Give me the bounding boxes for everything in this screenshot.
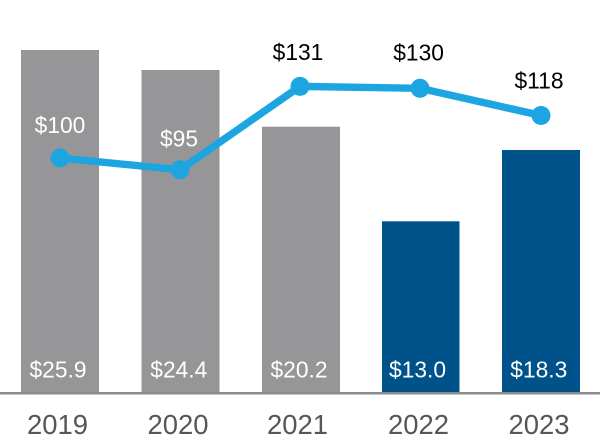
svg-text:2022: 2022 [388, 409, 449, 440]
svg-text:$13.0: $13.0 [389, 356, 446, 382]
svg-text:$20.2: $20.2 [270, 356, 327, 382]
svg-text:$100: $100 [35, 112, 86, 138]
svg-text:2021: 2021 [267, 409, 328, 440]
svg-text:2019: 2019 [27, 409, 88, 440]
svg-text:2020: 2020 [148, 409, 209, 440]
svg-text:$118: $118 [514, 68, 563, 94]
svg-text:$18.3: $18.3 [510, 356, 567, 382]
svg-text:$95: $95 [160, 126, 198, 152]
svg-text:$25.9: $25.9 [29, 356, 86, 382]
svg-text:$130: $130 [393, 40, 444, 66]
svg-text:2023: 2023 [509, 409, 570, 440]
svg-text:$131: $131 [273, 39, 324, 65]
svg-text:$24.4: $24.4 [150, 356, 207, 382]
